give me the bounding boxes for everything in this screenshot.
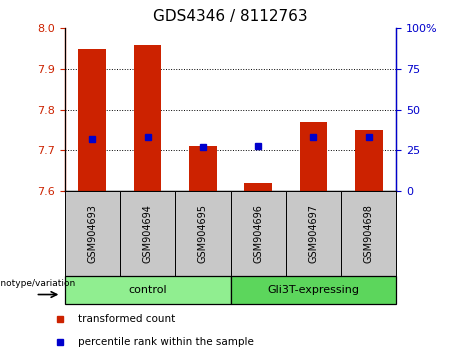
Text: GSM904693: GSM904693 — [87, 204, 97, 263]
Bar — [341, 191, 396, 276]
Bar — [286, 191, 341, 276]
Bar — [189, 147, 217, 191]
Bar — [134, 45, 161, 191]
Text: GSM904695: GSM904695 — [198, 204, 208, 263]
Text: GSM904697: GSM904697 — [308, 204, 319, 263]
Text: control: control — [128, 285, 167, 295]
Bar — [78, 49, 106, 191]
Text: GSM904696: GSM904696 — [253, 204, 263, 263]
Text: Gli3T-expressing: Gli3T-expressing — [267, 285, 360, 295]
Bar — [120, 191, 175, 276]
Bar — [230, 276, 396, 304]
Bar — [175, 191, 230, 276]
Text: GSM904694: GSM904694 — [142, 204, 153, 263]
Bar — [355, 130, 383, 191]
Text: percentile rank within the sample: percentile rank within the sample — [78, 337, 254, 347]
Title: GDS4346 / 8112763: GDS4346 / 8112763 — [153, 9, 308, 24]
Text: transformed count: transformed count — [78, 314, 176, 324]
Bar — [300, 122, 327, 191]
Text: genotype/variation: genotype/variation — [0, 279, 76, 288]
Text: GSM904698: GSM904698 — [364, 204, 374, 263]
Bar — [230, 191, 286, 276]
Bar — [244, 183, 272, 191]
Bar — [65, 276, 230, 304]
Bar — [65, 191, 120, 276]
